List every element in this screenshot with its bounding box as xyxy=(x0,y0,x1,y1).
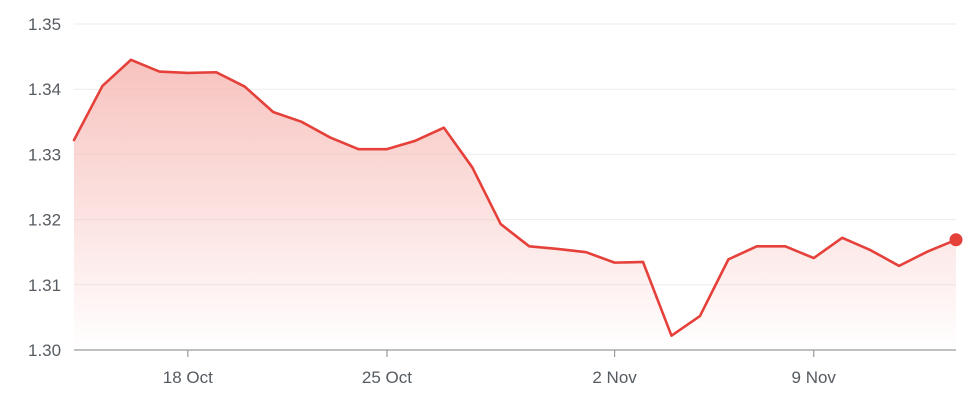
data-point xyxy=(213,69,219,75)
data-point xyxy=(270,109,276,115)
y-tick-label: 1.34 xyxy=(28,80,61,99)
data-point xyxy=(811,255,817,261)
data-point xyxy=(327,134,333,140)
data-point xyxy=(299,119,305,125)
data-point xyxy=(185,70,191,76)
data-point xyxy=(128,57,134,63)
data-point xyxy=(668,333,674,339)
data-point xyxy=(99,83,105,89)
data-point xyxy=(725,256,731,262)
axis-layer xyxy=(74,349,956,357)
data-point xyxy=(469,164,475,170)
data-point xyxy=(754,243,760,249)
data-point xyxy=(526,243,532,249)
data-point xyxy=(640,259,646,265)
label-layer: 1.30 1.31 1.32 1.33 1.34 1.35 18 Oct 25 Oct 2 No… xyxy=(28,15,836,387)
x-tick-label: 25 Oct xyxy=(362,368,412,387)
area-layer xyxy=(74,59,956,351)
data-point xyxy=(356,146,362,152)
x-tick-label: 9 Nov xyxy=(792,368,837,387)
point-layer xyxy=(71,57,963,339)
data-point xyxy=(896,263,902,269)
data-point xyxy=(868,247,874,253)
data-point xyxy=(583,249,589,255)
last-value-marker[interactable] xyxy=(949,233,963,247)
data-point xyxy=(612,260,618,266)
y-tick-label: 1.31 xyxy=(28,276,61,295)
data-point xyxy=(242,84,248,90)
line-layer xyxy=(72,58,958,337)
data-point xyxy=(782,243,788,249)
data-point xyxy=(441,125,447,131)
y-tick-label: 1.33 xyxy=(28,145,61,164)
x-tick-label: 2 Nov xyxy=(592,368,637,387)
y-tick-label: 1.32 xyxy=(28,211,61,230)
x-tick-label: 18 Oct xyxy=(163,368,213,387)
data-point xyxy=(839,235,845,241)
series-line xyxy=(72,58,958,337)
data-point xyxy=(71,137,77,143)
data-point xyxy=(498,221,504,227)
series-area xyxy=(74,59,956,351)
y-tick-label: 1.30 xyxy=(28,341,61,360)
data-point xyxy=(555,246,561,252)
data-point xyxy=(384,146,390,152)
data-point xyxy=(156,69,162,75)
data-point xyxy=(697,313,703,319)
data-point xyxy=(925,249,931,255)
data-point xyxy=(412,138,418,144)
y-tick-label: 1.35 xyxy=(28,15,61,34)
